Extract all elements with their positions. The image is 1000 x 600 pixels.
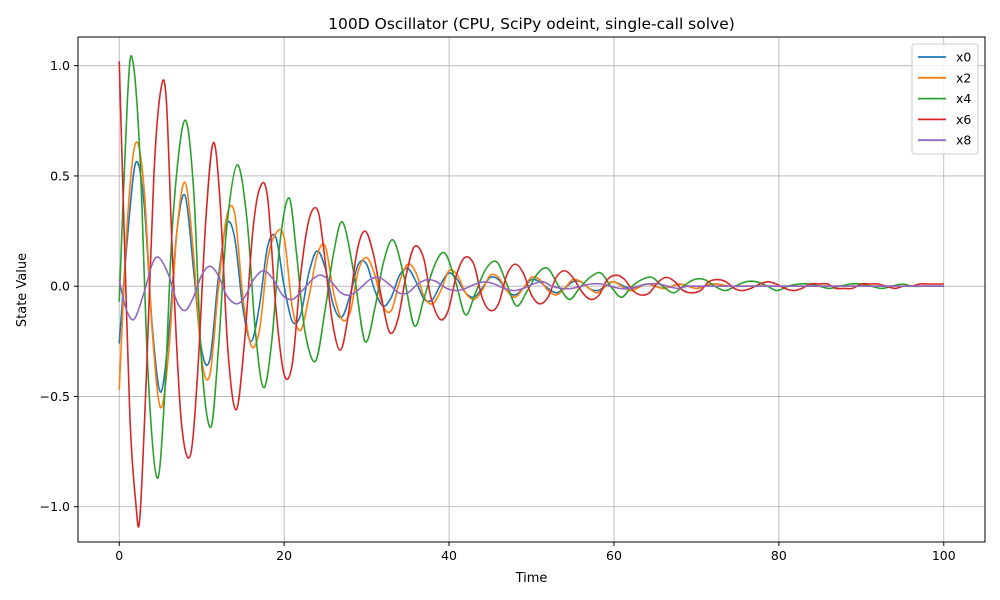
series-line-x2 [118,141,944,409]
y-tick-label: 1.0 [50,58,70,73]
legend-label-x4: x4 [956,91,971,106]
x-tick-label: 60 [606,548,622,563]
y-tick-label: −1.0 [40,499,70,514]
x-tick-label: 100 [932,548,956,563]
plot-frame [77,36,986,543]
legend-label-x0: x0 [956,50,971,65]
x-tick-label: 80 [771,548,787,563]
y-tick-label: 0.5 [50,168,70,183]
ticks: 0 20 40 60 80 100 −1.0 −0.5 0.0 0.5 1.0 [40,58,956,563]
y-tick-label: 0.0 [50,279,70,294]
legend-label-x6: x6 [956,112,971,127]
x-axis-title: Time [515,571,548,586]
legend: x0 x2 x4 x6 x8 [911,43,979,155]
legend-label-x8: x8 [956,133,971,148]
x-tick-label: 40 [441,548,457,563]
chart-title: 100D Oscillator (CPU, SciPy odeint, sing… [328,15,735,33]
legend-label-x2: x2 [956,70,971,85]
y-axis-title: State Value [15,253,30,327]
x-tick-label: 20 [276,548,292,563]
series-line-x6 [118,61,944,528]
series-line-x8 [118,256,944,321]
series-layer [118,54,944,528]
x-tick-label: 0 [115,548,123,563]
y-tick-label: −0.5 [40,389,70,404]
